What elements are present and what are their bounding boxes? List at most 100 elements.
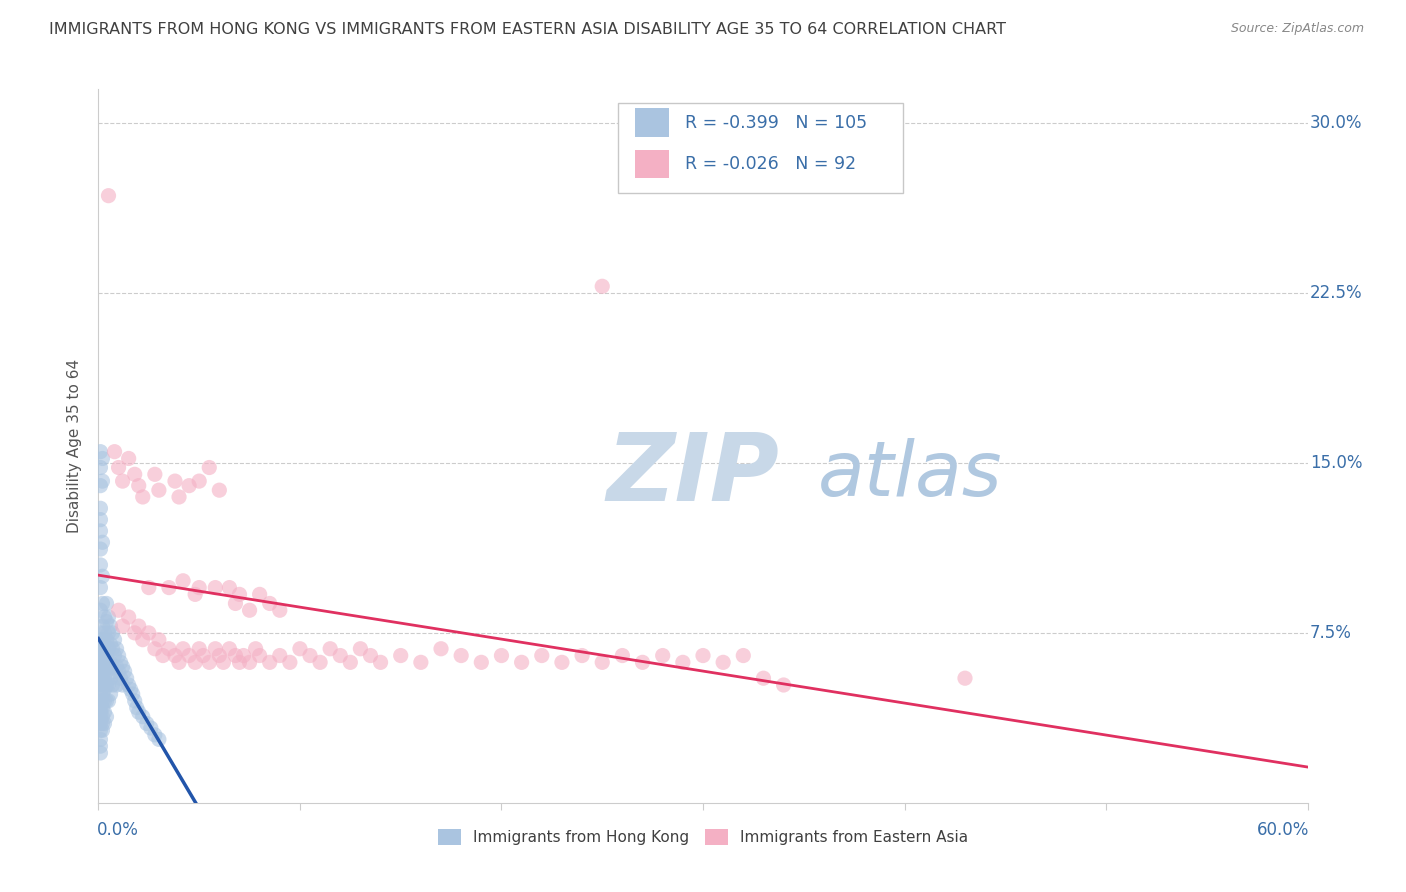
Point xyxy=(93,626,115,640)
Point xyxy=(249,648,271,663)
Point xyxy=(752,671,775,685)
Text: ZIP: ZIP xyxy=(606,428,779,521)
Point xyxy=(89,478,111,492)
Point xyxy=(319,641,342,656)
Point xyxy=(329,648,352,663)
Text: IMMIGRANTS FROM HONG KONG VS IMMIGRANTS FROM EASTERN ASIA DISABILITY AGE 35 TO 6: IMMIGRANTS FROM HONG KONG VS IMMIGRANTS … xyxy=(49,22,1007,37)
Point xyxy=(157,641,180,656)
Point xyxy=(97,610,120,624)
Point xyxy=(143,467,166,482)
Point xyxy=(89,524,111,538)
Point xyxy=(89,641,111,656)
Point xyxy=(120,682,142,697)
Point xyxy=(132,632,155,647)
Point xyxy=(124,694,146,708)
Point xyxy=(96,615,118,629)
Point xyxy=(91,671,114,685)
Point xyxy=(89,678,111,692)
Point xyxy=(89,444,111,458)
Point xyxy=(91,700,114,714)
Point xyxy=(89,637,111,651)
Point xyxy=(89,660,111,674)
Point xyxy=(389,648,412,663)
Point xyxy=(143,728,166,742)
Point xyxy=(89,603,111,617)
Point xyxy=(430,641,453,656)
Text: 60.0%: 60.0% xyxy=(1257,821,1309,838)
Point xyxy=(89,687,111,701)
Point xyxy=(228,587,250,601)
Point xyxy=(139,721,162,735)
Point xyxy=(167,490,190,504)
Point xyxy=(278,656,301,670)
Point xyxy=(299,648,322,663)
Point xyxy=(103,444,125,458)
Point xyxy=(110,656,132,670)
Point xyxy=(148,732,170,747)
Point xyxy=(612,648,634,663)
Bar xyxy=(636,109,669,137)
Point xyxy=(93,694,115,708)
Text: atlas: atlas xyxy=(818,438,1002,511)
Point xyxy=(179,478,201,492)
Point xyxy=(103,665,125,679)
Point xyxy=(245,641,267,656)
Point xyxy=(198,656,221,670)
Point xyxy=(218,581,240,595)
Point xyxy=(89,656,111,670)
Point xyxy=(631,656,654,670)
Point xyxy=(91,569,114,583)
Point xyxy=(571,648,593,663)
Text: Source: ZipAtlas.com: Source: ZipAtlas.com xyxy=(1230,22,1364,36)
Point xyxy=(115,671,138,685)
Point xyxy=(360,648,382,663)
Point xyxy=(89,648,111,663)
Point xyxy=(91,687,114,701)
Point xyxy=(143,641,166,656)
Point xyxy=(259,656,281,670)
Point xyxy=(124,626,146,640)
Point xyxy=(172,574,194,588)
Point xyxy=(91,535,114,549)
Point xyxy=(651,648,673,663)
Point xyxy=(97,660,120,674)
Point xyxy=(163,474,186,488)
Point xyxy=(711,656,734,670)
Point xyxy=(510,656,533,670)
Point xyxy=(89,626,111,640)
Point xyxy=(101,678,124,692)
Point xyxy=(89,739,111,754)
Point xyxy=(93,682,115,697)
Point xyxy=(91,709,114,723)
Point xyxy=(188,474,211,488)
Point xyxy=(218,641,240,656)
Point xyxy=(89,501,111,516)
Point xyxy=(208,483,231,498)
Text: 22.5%: 22.5% xyxy=(1310,284,1362,302)
Point xyxy=(179,648,201,663)
Point xyxy=(232,648,254,663)
Point xyxy=(107,460,129,475)
Point xyxy=(107,648,129,663)
Point xyxy=(105,641,128,656)
Point xyxy=(89,671,111,685)
Point xyxy=(89,558,111,572)
FancyBboxPatch shape xyxy=(619,103,903,193)
Point xyxy=(100,656,122,670)
Point xyxy=(135,716,157,731)
Point xyxy=(97,678,120,692)
Text: 30.0%: 30.0% xyxy=(1310,114,1362,132)
Point xyxy=(111,660,134,674)
Point xyxy=(93,671,115,685)
Point xyxy=(91,723,114,738)
Point xyxy=(114,665,136,679)
Point xyxy=(100,671,122,685)
Point xyxy=(105,678,128,692)
Point xyxy=(184,587,207,601)
Point xyxy=(91,656,114,670)
Point xyxy=(138,581,160,595)
Point xyxy=(96,694,118,708)
Point xyxy=(89,665,111,679)
Point xyxy=(111,474,134,488)
Point xyxy=(96,632,118,647)
